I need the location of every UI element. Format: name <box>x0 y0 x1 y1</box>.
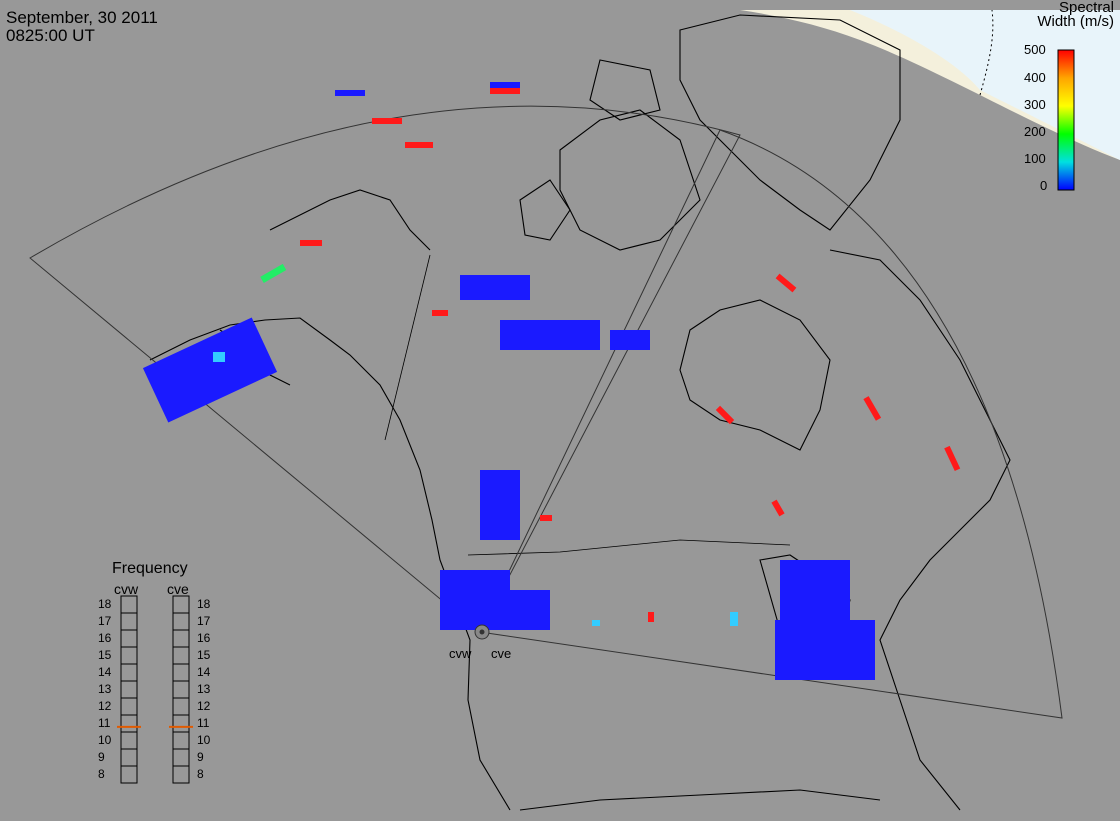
colorbar-tick-500: 500 <box>1024 42 1046 57</box>
frequency-cell-east <box>172 646 190 665</box>
frequency-level-west: 9 <box>98 750 105 764</box>
frequency-cell-west <box>120 595 138 614</box>
frequency-col-west: cvw <box>114 581 139 597</box>
frequency-cell-east <box>172 748 190 767</box>
frequency-cell-west <box>120 612 138 631</box>
frequency-cell-west <box>120 697 138 716</box>
boundaries <box>384 254 791 556</box>
frequency-cell-east <box>172 731 190 750</box>
frequency-cell-west <box>120 765 138 784</box>
frequency-level-west: 14 <box>98 665 112 679</box>
frequency-level-west: 10 <box>98 733 112 747</box>
frequency-level-west: 17 <box>98 614 112 628</box>
terminator-line <box>979 9 994 96</box>
frequency-cell-east <box>172 765 190 784</box>
date-label: September, 30 2011 <box>6 8 158 27</box>
scatter-medium-width <box>213 352 738 626</box>
frequency-level-east: 11 <box>197 716 210 730</box>
colorbar-tick-0: 0 <box>1040 178 1048 193</box>
radar-label-east: cve <box>491 646 512 661</box>
colorbar-title: Spectral <box>1058 0 1114 16</box>
frequency-cell-west <box>120 748 138 767</box>
radar-label-west: cvw <box>449 646 472 661</box>
colorbar-tick-100: 100 <box>1024 151 1046 166</box>
frequency-level-east: 13 <box>197 682 211 696</box>
colorbar-unit: Width (m/s) <box>1037 13 1114 30</box>
frequency-level-east: 16 <box>197 631 211 645</box>
frequency-level-east: 10 <box>197 733 211 747</box>
frequency-level-east: 8 <box>197 767 204 781</box>
time-label: 0825:00 UT <box>6 26 95 45</box>
frequency-level-east: 14 <box>197 665 211 679</box>
frequency-cell-east <box>172 714 190 733</box>
frequency-cell-west <box>120 731 138 750</box>
colorbar-tick-300: 300 <box>1024 97 1046 112</box>
frequency-level-east: 15 <box>197 648 211 662</box>
colorbar-tick-200: 200 <box>1024 124 1046 139</box>
frequency-level-west: 16 <box>98 631 112 645</box>
frequency-level-west: 15 <box>98 648 112 662</box>
frequency-level-east: 12 <box>197 699 211 713</box>
frequency-col-east: cve <box>167 581 189 597</box>
frequency-cell-west <box>120 629 138 648</box>
frequency-level-west: 11 <box>98 716 111 730</box>
frequency-level-west: 18 <box>98 597 112 611</box>
frequency-cell-west <box>120 663 138 682</box>
frequency-cell-west <box>120 714 138 733</box>
frequency-cell-east <box>172 663 190 682</box>
frequency-cell-east <box>172 629 190 648</box>
frequency-title: Frequency <box>112 560 188 577</box>
frequency-cell-east <box>172 680 190 699</box>
frequency-cell-east <box>172 697 190 716</box>
frequency-cell-east <box>172 612 190 631</box>
frequency-cell-west <box>120 646 138 665</box>
frequency-level-east: 9 <box>197 750 204 764</box>
daylight-region <box>850 10 1120 160</box>
frequency-cell-east <box>172 595 190 614</box>
scatter-high-width <box>300 88 961 622</box>
scatter-cve <box>500 330 875 680</box>
frequency-level-west: 8 <box>98 767 105 781</box>
frequency-level-west: 12 <box>98 699 112 713</box>
colorbar <box>1057 49 1075 191</box>
frequency-level-east: 17 <box>197 614 211 628</box>
frequency-cell-west <box>120 680 138 699</box>
frequency-level-east: 18 <box>197 597 211 611</box>
scatter-low-medium-width <box>260 263 287 283</box>
scatter-cvw <box>142 82 600 630</box>
frequency-level-west: 13 <box>98 682 112 696</box>
colorbar-tick-400: 400 <box>1024 70 1046 85</box>
frequency-bars <box>117 595 193 784</box>
